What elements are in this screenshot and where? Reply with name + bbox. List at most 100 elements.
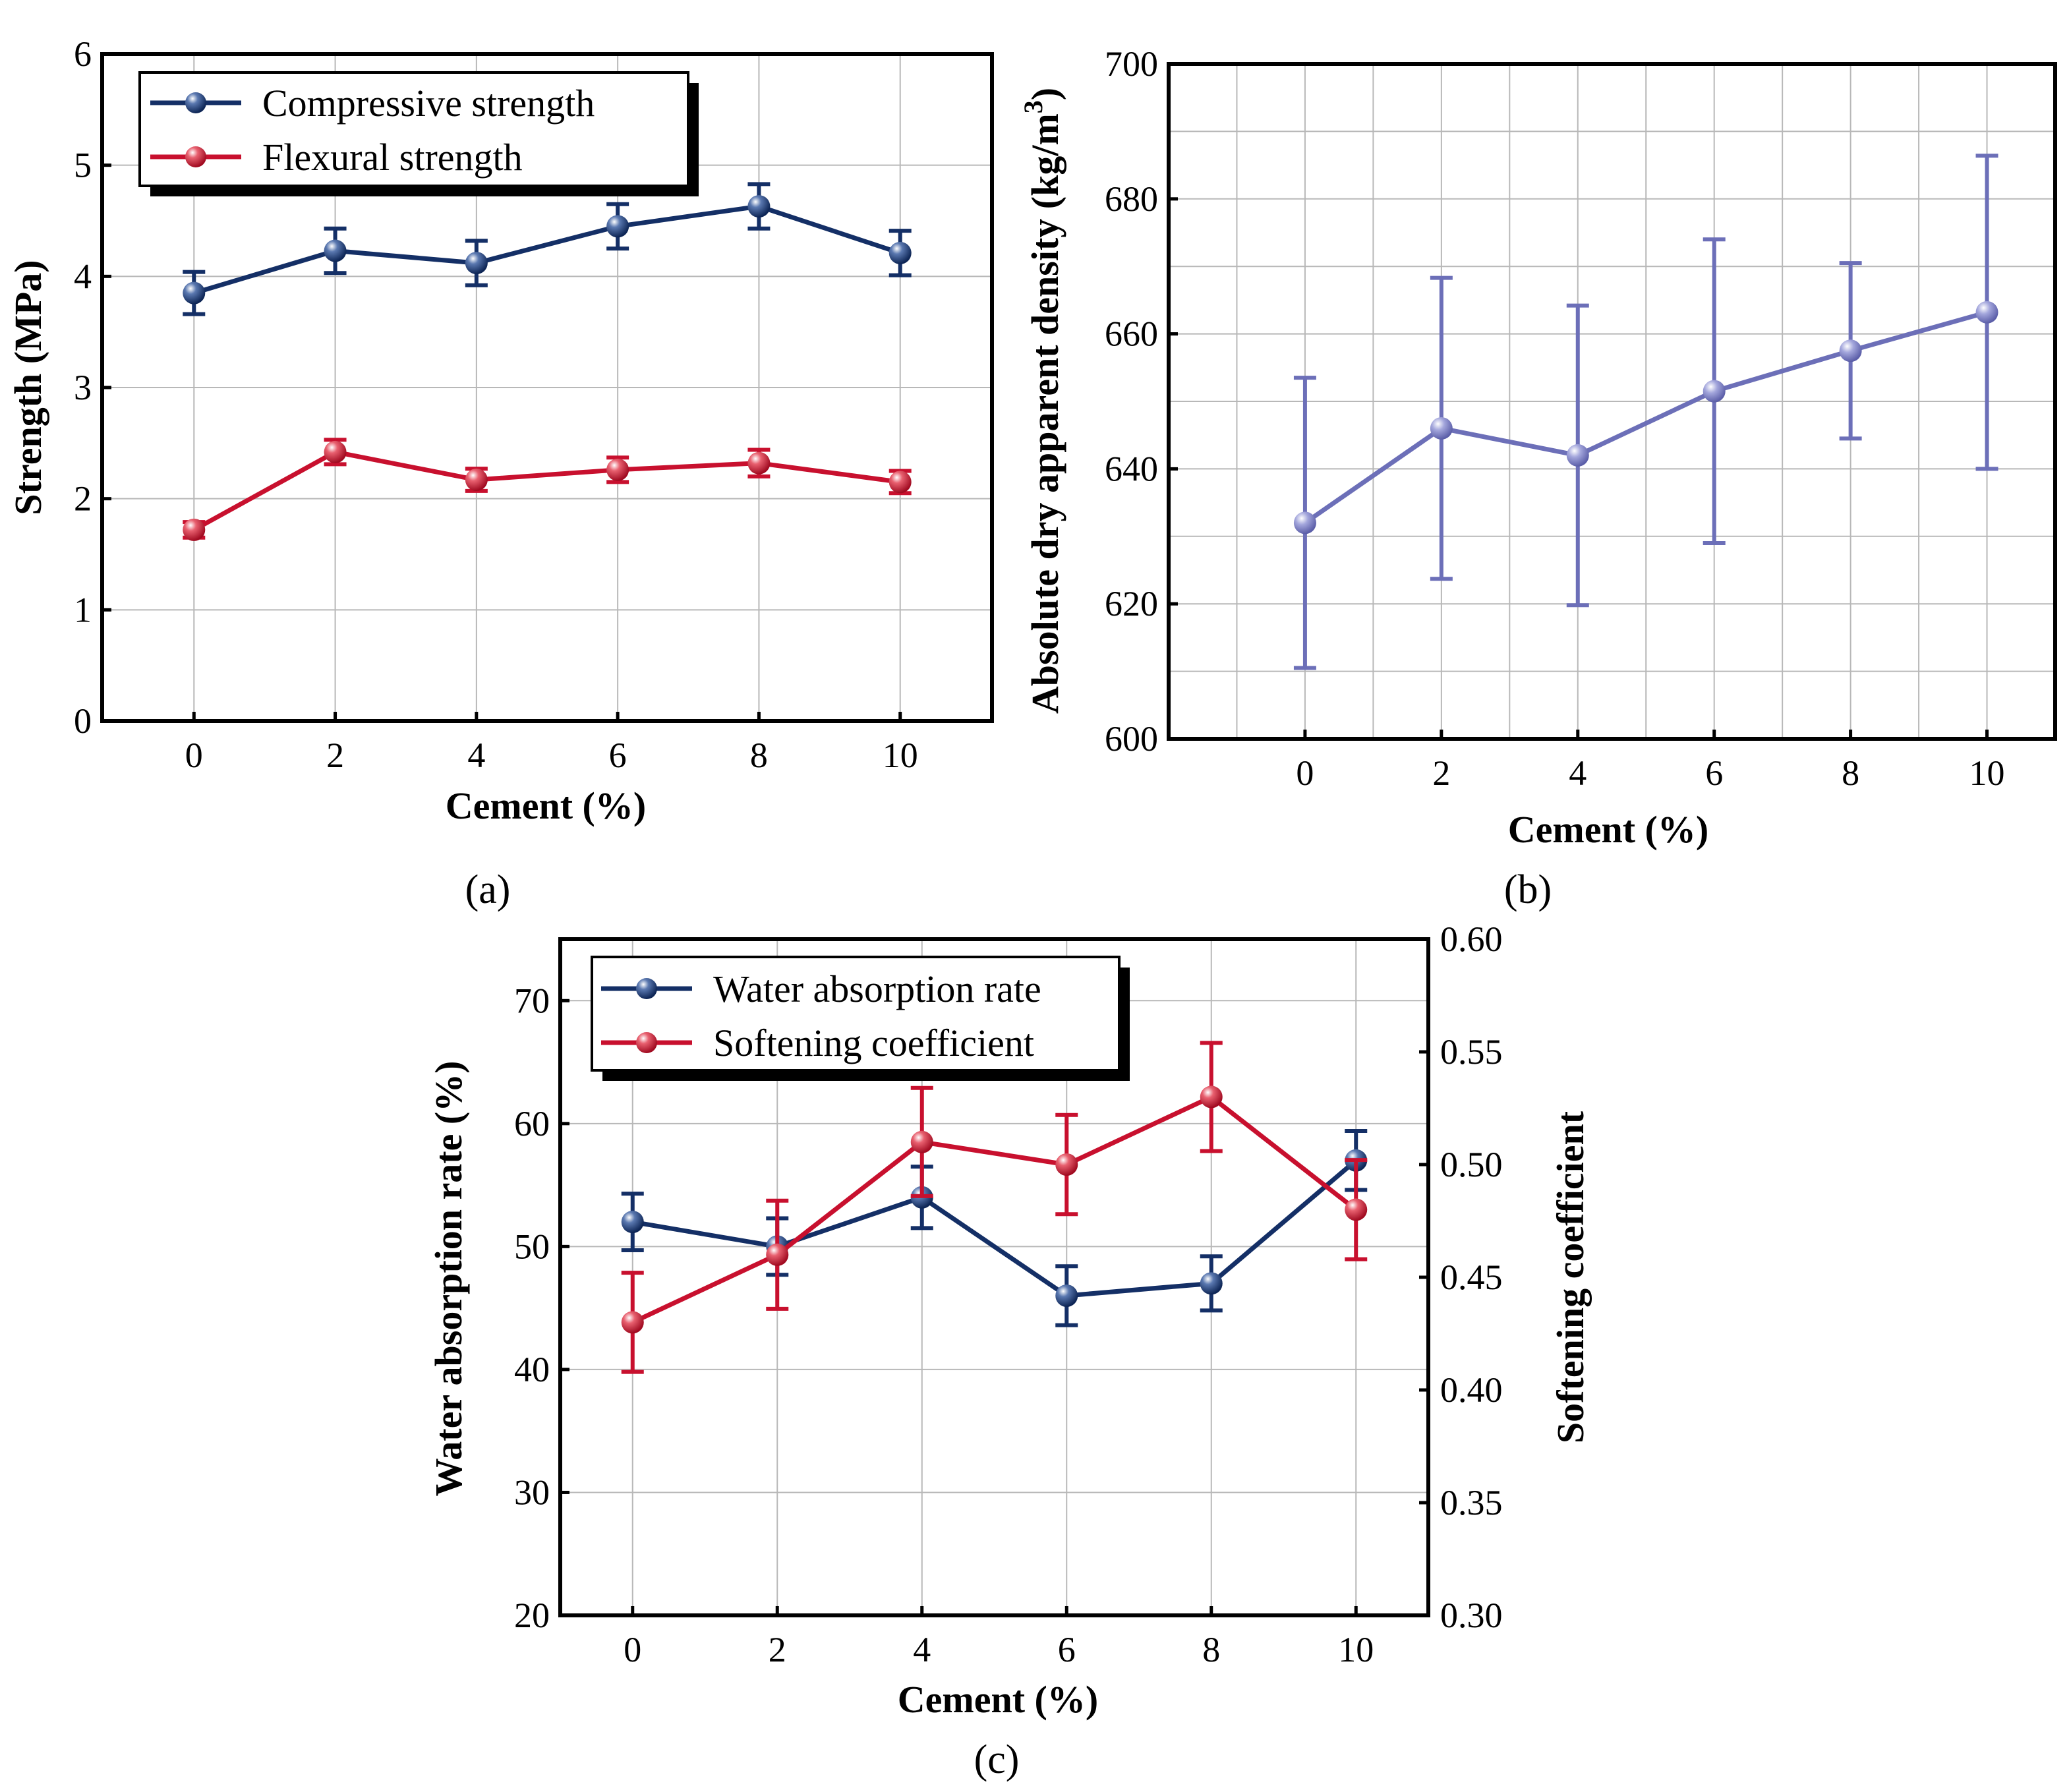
panel-a-legend-label-2: Flexural strength	[262, 136, 523, 179]
panel-c-series-1-point-5	[1345, 1198, 1368, 1221]
panel-c-x-tick-6: 6	[1058, 1630, 1076, 1669]
panel-b-y-tick-680: 680	[1105, 179, 1158, 219]
panel-c-x-tick-2: 2	[769, 1630, 786, 1669]
panel-c-series-1-point-3	[1055, 1153, 1078, 1176]
panel-c-series-layer	[621, 1041, 1368, 1374]
panel-a-legend-label-1: Compressive strength	[262, 82, 595, 125]
panel-b-x-tick-4: 4	[1569, 753, 1587, 793]
panel-b-y-tick-620: 620	[1105, 584, 1158, 623]
panel-a-x-tick-4: 4	[467, 736, 485, 775]
panel-c-x-tick-labels: 0 2 4 6 8 10	[624, 1606, 1374, 1669]
panel-c-y-right-tick-0.55: 0.55	[1440, 1032, 1503, 1072]
panel-a-y-tick-3: 3	[74, 368, 92, 407]
panel-a-series-0-point-4	[747, 195, 771, 218]
panel-a-series-1-point-0	[183, 518, 206, 541]
panel-a-series-1-point-5	[889, 471, 912, 494]
panel-a-x-tick-2: 2	[326, 736, 344, 775]
panel-b-caption: (b)	[1504, 867, 1552, 912]
panel-c-series-1-line	[631, 1094, 1358, 1325]
panel-a-series-1-point-3	[606, 458, 629, 481]
panel-c-x-tick-0: 0	[624, 1630, 641, 1669]
panel-c-y-left-tick-labels: 20 30 40 50 60 70	[514, 981, 569, 1635]
panel-c-legend-swatch-marker-1	[636, 978, 657, 999]
panel-a-x-axis-title: Cement (%)	[446, 784, 646, 827]
panel-c-series-1-point-4	[1200, 1085, 1223, 1109]
panel-c-series-0-point-0	[621, 1211, 644, 1234]
panel-a-series-1-point-1	[324, 440, 347, 463]
panel-c-legend: Water absorption rate Softening coeffici…	[591, 956, 1130, 1081]
panel-b-series-0-point-5	[1975, 301, 1998, 324]
panel-a-series-layer	[183, 182, 912, 541]
panel-b-y-axis-title-close: )	[1024, 88, 1066, 100]
panel-b-x-tick-6: 6	[1705, 753, 1723, 793]
panel-c-y-left-tick-70: 70	[514, 981, 550, 1020]
panel-c-water-softening-chart: 0 2 4 6 8 10 20 30 40 50 60 70 0.30 0.35 0.40 0.45 0.5…	[427, 919, 1592, 1782]
panel-b-x-axis-title: Cement (%)	[1508, 808, 1708, 851]
panel-a-y-tick-5: 5	[74, 146, 92, 185]
panel-a-series-0-point-0	[183, 281, 206, 304]
panel-a-x-tick-0: 0	[185, 736, 203, 775]
panel-a-series-0-point-3	[606, 215, 629, 238]
panel-c-y-right-tick-0.45: 0.45	[1440, 1257, 1503, 1297]
panel-c-y-right-axis-title: Softening coefficient	[1549, 1111, 1592, 1443]
panel-b-y-tick-700: 700	[1105, 44, 1158, 84]
panel-a-legend: Compressive strength Flexural strength	[138, 71, 699, 196]
panel-c-series-1-point-1	[766, 1243, 789, 1266]
panel-a-series-0-point-1	[324, 239, 347, 262]
panel-b-series-layer	[1293, 154, 1998, 670]
panel-a-x-tick-labels: 0 2 4 6 8 10	[185, 712, 918, 775]
panel-c-series-1-point-0	[621, 1311, 644, 1334]
panel-c-y-right-tick-0.60: 0.60	[1440, 919, 1503, 959]
panel-a-y-tick-4: 4	[74, 256, 92, 296]
panel-a-x-tick-10: 10	[883, 736, 918, 775]
panel-b-y-tick-660: 660	[1105, 314, 1158, 354]
panel-c-y-left-tick-30: 30	[514, 1472, 550, 1512]
panel-b-x-tick-10: 10	[1969, 753, 2005, 793]
panel-c-legend-swatch-marker-2	[636, 1032, 657, 1053]
panel-a-strength-chart: 0 2 4 6 8 10 0 1 2 3 4 5 6 Cement (%) Strength (MPa…	[7, 34, 994, 912]
panel-c-y-right-tick-0.30: 0.30	[1440, 1596, 1503, 1635]
panel-c-legend-label-2: Softening coefficient	[713, 1022, 1034, 1064]
panel-c-y-left-tick-40: 40	[514, 1350, 550, 1389]
panel-b-x-tick-labels: 0 2 4 6 8 10	[1296, 730, 2005, 793]
panel-c-series-1-point-2	[910, 1130, 933, 1153]
panel-b-x-tick-0: 0	[1296, 753, 1314, 793]
panel-a-series-0-point-5	[889, 241, 912, 264]
panel-c-series-0-line	[632, 1159, 1358, 1298]
panel-b-y-axis-title-superscript: 3	[1018, 100, 1048, 113]
panel-a-y-tick-1: 1	[74, 590, 92, 629]
panel-c-legend-label-1: Water absorption rate	[713, 968, 1041, 1010]
panel-b-y-tick-640: 640	[1105, 449, 1158, 488]
panel-b-y-tick-600: 600	[1105, 719, 1158, 759]
panel-b-grid	[1169, 64, 2055, 739]
panel-c-y-left-tick-50: 50	[514, 1227, 550, 1266]
panel-a-y-tick-labels: 0 1 2 3 4 5 6	[74, 34, 111, 741]
panel-b-series-0-line	[1303, 310, 1988, 525]
panel-c-y-right-tick-0.35: 0.35	[1440, 1483, 1503, 1522]
panel-c-series-0-point-4	[1200, 1272, 1223, 1295]
panel-c-x-tick-8: 8	[1202, 1630, 1220, 1669]
panel-b-x-tick-8: 8	[1842, 753, 1859, 793]
panel-c-x-axis-title: Cement (%)	[898, 1678, 1098, 1721]
panel-b-density-chart: 0 2 4 6 8 10 600 620 640 660 680 700 Cement (%) Ab…	[1018, 44, 2057, 912]
panel-b-series-0-point-3	[1703, 380, 1726, 403]
panel-c-y-left-tick-60: 60	[514, 1104, 550, 1143]
panel-a-legend-swatch-marker-1	[185, 92, 206, 113]
panel-a-legend-swatch-marker-2	[185, 146, 206, 167]
panel-a-series-1-line	[192, 449, 901, 532]
panel-c-y-right-tick-0.40: 0.40	[1440, 1370, 1503, 1410]
panel-c-x-tick-10: 10	[1338, 1630, 1374, 1669]
panel-a-series-0-line	[193, 204, 901, 295]
panel-b-plot-frame	[1167, 62, 2057, 741]
panel-b-x-tick-2: 2	[1432, 753, 1450, 793]
panel-c-caption: (c)	[974, 1737, 1020, 1782]
panel-a-y-tick-2: 2	[74, 479, 92, 519]
panel-a-y-axis-title: Strength (MPa)	[7, 260, 49, 515]
panel-a-series-0-point-2	[465, 252, 488, 275]
panel-c-series-0-point-3	[1055, 1284, 1078, 1307]
panel-c-y-left-tick-20: 20	[514, 1596, 550, 1635]
panel-c-x-tick-4: 4	[913, 1630, 931, 1669]
panel-b-y-tick-labels: 600 620 640 660 680 700	[1105, 44, 1178, 759]
panel-a-y-tick-6: 6	[74, 34, 92, 74]
panel-c-y-left-axis-title: Water absorption rate (%)	[427, 1061, 470, 1497]
